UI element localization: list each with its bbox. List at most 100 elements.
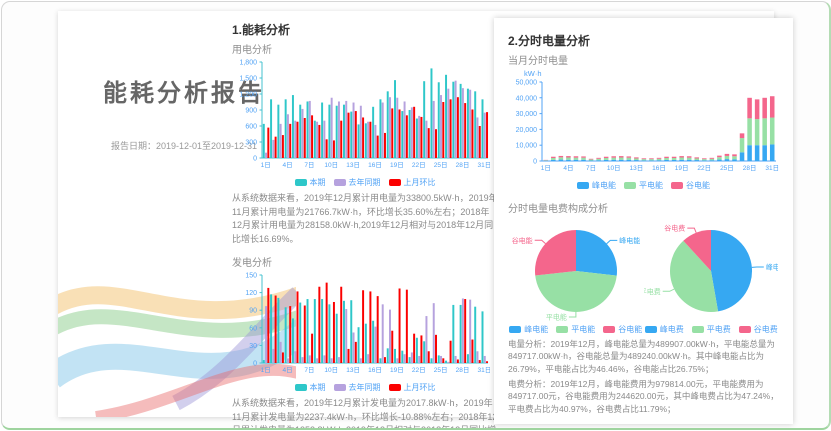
usage-chart-subtitle: 用电分析 bbox=[232, 41, 498, 56]
svg-text:28日: 28日 bbox=[456, 161, 470, 169]
svg-text:30,000: 30,000 bbox=[516, 111, 538, 118]
svg-text:4日: 4日 bbox=[282, 366, 292, 374]
svg-text:10日: 10日 bbox=[324, 161, 338, 169]
legend-swatch-icon bbox=[739, 326, 751, 333]
svg-text:50,000: 50,000 bbox=[516, 80, 538, 87]
usage-chart-legend: 本期去年同期上月环比 bbox=[232, 176, 498, 188]
cost-pie-legend: 峰电费平电费谷电费 bbox=[641, 323, 782, 335]
usage-summary-text: 从系统数据来看，2019年12月累计用电量为33800.5kW·h，2019年1… bbox=[232, 192, 498, 246]
svg-text:25日: 25日 bbox=[720, 164, 734, 172]
svg-text:16日: 16日 bbox=[368, 366, 382, 374]
legend-swatch-icon bbox=[692, 326, 704, 333]
energy-pie-legend: 峰电能平电能谷电能 bbox=[505, 323, 646, 335]
legend-item: 平电能 bbox=[556, 324, 595, 335]
svg-text:600: 600 bbox=[245, 124, 257, 131]
svg-text:1,200: 1,200 bbox=[239, 92, 257, 99]
svg-text:7日: 7日 bbox=[304, 161, 314, 169]
svg-text:1日: 1日 bbox=[261, 366, 271, 374]
legend-item: 谷电能 bbox=[603, 324, 642, 335]
svg-text:1,800: 1,800 bbox=[239, 60, 257, 67]
legend-swatch-icon bbox=[334, 179, 346, 186]
cost-analysis-text: 电费分析：2019年12月，峰电能费用为979814.00元，平电能费用为849… bbox=[508, 378, 779, 415]
svg-text:4日: 4日 bbox=[282, 161, 292, 169]
tou-bar-legend: 峰电能平电能谷电能 bbox=[508, 179, 779, 191]
pie-section-subtitle: 分时电量电费构成分析 bbox=[508, 200, 779, 215]
tou-bar-subtitle: 当月分时电量 bbox=[508, 52, 779, 67]
svg-text:1日: 1日 bbox=[541, 164, 551, 172]
svg-text:0: 0 bbox=[533, 159, 537, 166]
svg-text:25日: 25日 bbox=[434, 366, 448, 374]
svg-text:10日: 10日 bbox=[324, 366, 338, 374]
legend-item: 本期 bbox=[295, 177, 326, 188]
legend-item: 去年同期 bbox=[334, 382, 381, 393]
svg-text:平电费: 平电费 bbox=[644, 287, 661, 296]
svg-text:1日: 1日 bbox=[261, 161, 271, 169]
svg-text:19日: 19日 bbox=[675, 164, 689, 172]
legend-item: 谷电费 bbox=[739, 324, 778, 335]
svg-text:谷电能: 谷电能 bbox=[511, 236, 532, 245]
svg-text:16日: 16日 bbox=[652, 164, 666, 172]
svg-text:13日: 13日 bbox=[346, 161, 360, 169]
legend-swatch-icon bbox=[577, 182, 589, 189]
svg-text:25日: 25日 bbox=[434, 161, 448, 169]
section2-heading: 2.分时电量分析 bbox=[508, 32, 779, 49]
legend-swatch-icon bbox=[389, 179, 401, 186]
legend-item: 本期 bbox=[295, 382, 326, 393]
legend-swatch-icon bbox=[334, 384, 346, 391]
svg-text:19日: 19日 bbox=[390, 161, 404, 169]
svg-text:90: 90 bbox=[249, 308, 257, 315]
legend-item: 峰电费 bbox=[645, 324, 684, 335]
energy-analysis-text: 电量分析：2019年12月，峰电能总量为489907.00kW·h，平电能总量为… bbox=[508, 338, 779, 375]
generation-chart-subtitle: 发电分析 bbox=[232, 254, 498, 269]
svg-text:谷电费: 谷电费 bbox=[665, 224, 686, 233]
legend-swatch-icon bbox=[509, 326, 521, 333]
svg-text:10,000: 10,000 bbox=[516, 143, 538, 150]
svg-text:31日: 31日 bbox=[477, 161, 490, 169]
legend-item: 上月环比 bbox=[389, 177, 436, 188]
svg-text:13日: 13日 bbox=[629, 164, 643, 172]
legend-swatch-icon bbox=[295, 384, 307, 391]
generation-summary-text: 从系统数据来看，2019年12月累计发电量为2017.8kW·h，2019年11… bbox=[232, 397, 498, 430]
svg-text:20,000: 20,000 bbox=[516, 127, 538, 134]
svg-text:7日: 7日 bbox=[586, 164, 596, 172]
svg-text:峰电费: 峰电费 bbox=[766, 263, 778, 272]
svg-text:40,000: 40,000 bbox=[516, 95, 538, 102]
section1-heading: 1.能耗分析 bbox=[232, 21, 498, 38]
legend-swatch-icon bbox=[624, 182, 636, 189]
legend-item: 峰电能 bbox=[577, 180, 616, 191]
svg-text:300: 300 bbox=[245, 140, 257, 147]
legend-swatch-icon bbox=[295, 179, 307, 186]
svg-text:28日: 28日 bbox=[743, 164, 757, 172]
legend-swatch-icon bbox=[671, 182, 683, 189]
generation-chart-legend: 本期去年同期上月环比 bbox=[232, 381, 498, 393]
svg-text:31日: 31日 bbox=[477, 366, 490, 374]
svg-text:22日: 22日 bbox=[697, 164, 711, 172]
legend-item: 去年同期 bbox=[334, 177, 381, 188]
svg-text:28日: 28日 bbox=[456, 366, 470, 374]
svg-text:31日: 31日 bbox=[765, 164, 779, 172]
legend-swatch-icon bbox=[389, 384, 401, 391]
legend-swatch-icon bbox=[556, 326, 568, 333]
legend-item: 上月环比 bbox=[389, 382, 436, 393]
svg-text:30: 30 bbox=[249, 343, 257, 350]
svg-text:1,500: 1,500 bbox=[239, 76, 257, 83]
svg-text:22日: 22日 bbox=[412, 366, 426, 374]
legend-swatch-icon bbox=[645, 326, 657, 333]
tou-stacked-bar-chart: 0 10,000 20,000 30,000 40,000 50,000 1日 4日 7日 10日… bbox=[508, 78, 780, 174]
legend-item: 平电能 bbox=[624, 180, 663, 191]
legend-swatch-icon bbox=[603, 326, 615, 333]
svg-text:150: 150 bbox=[245, 273, 257, 280]
legend-item: 峰电能 bbox=[509, 324, 548, 335]
legend-item: 谷电能 bbox=[671, 180, 710, 191]
svg-text:4日: 4日 bbox=[563, 164, 573, 172]
svg-text:10日: 10日 bbox=[607, 164, 621, 172]
svg-text:7日: 7日 bbox=[304, 366, 314, 374]
